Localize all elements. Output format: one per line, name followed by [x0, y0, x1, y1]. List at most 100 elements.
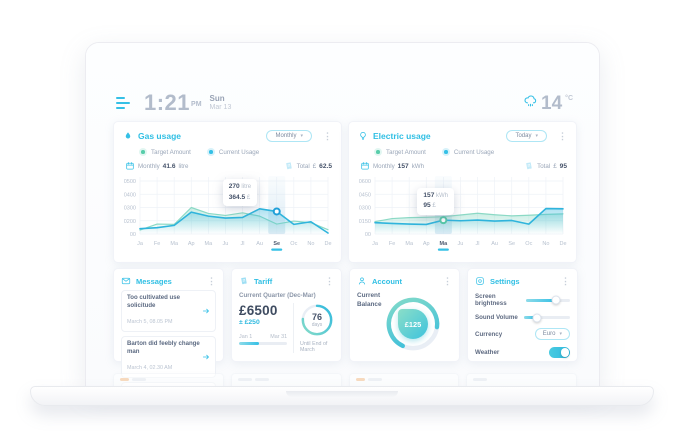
svg-text:Oc: Oc — [290, 241, 297, 247]
chevron-down-icon: ▾ — [535, 133, 538, 139]
range-end: Mar 31 — [270, 334, 288, 340]
svg-text:Oc: Oc — [525, 241, 532, 247]
svg-text:0200: 0200 — [124, 219, 136, 225]
svg-text:Au: Au — [491, 241, 498, 247]
clock-meridiem: PM — [191, 100, 202, 108]
brightness-label: Screen brightness — [475, 293, 507, 307]
days-remaining-ring: 76 days — [300, 303, 334, 337]
electric-period-dropdown[interactable]: Today ▾ — [506, 130, 547, 142]
kebab-menu-icon[interactable]: ⋮ — [207, 275, 216, 286]
tariff-variance: ± £250 — [239, 319, 260, 326]
date-label: Mar 13 — [209, 103, 232, 111]
electric-usage-card: Electric usage Today ▾ ⋮ Target Amount Cu… — [348, 121, 577, 263]
usage-value: 157 — [397, 162, 409, 170]
envelope-icon — [121, 276, 131, 286]
tariff-card: Tariff ⋮ Current Quarter (Dec-Mar) £6500… — [231, 268, 342, 362]
svg-text:0600: 0600 — [359, 179, 371, 185]
range-start: Jan 1 — [239, 334, 253, 340]
volume-slider[interactable] — [524, 313, 570, 322]
message-item[interactable]: Too cultivated use solicitude March 5, 08… — [121, 290, 216, 332]
chart-tooltip: 157 kWh 95 £ — [417, 188, 455, 215]
volume-label: Sound Volume — [475, 314, 518, 321]
svg-text:Ma: Ma — [170, 241, 179, 247]
cutoff-card-stub — [113, 373, 224, 387]
svg-text:Ja: Ja — [137, 241, 144, 247]
svg-text:De: De — [324, 241, 331, 247]
legend-current[interactable]: Current Usage — [441, 148, 494, 156]
weather-toggle[interactable] — [549, 347, 570, 358]
day-label: Sun — [209, 94, 225, 104]
laptop-screen: 1:21 PM Sun Mar 13 14 °C — [85, 42, 600, 388]
svg-text:0400: 0400 — [124, 192, 136, 198]
legend-target[interactable]: Target Amount — [374, 148, 426, 156]
rain-cloud-icon — [523, 94, 538, 109]
chart-legend: Target Amount Current Usage — [374, 148, 567, 156]
svg-text:Ma: Ma — [205, 241, 214, 247]
dashboard: 1:21 PM Sun Mar 13 14 °C — [86, 43, 599, 387]
receipt-icon — [524, 161, 534, 171]
chart-legend: Target Amount Current Usage — [139, 148, 332, 156]
cutoff-card-stub — [348, 373, 460, 387]
slider-knob[interactable] — [532, 313, 542, 322]
radio-dot-icon — [441, 148, 450, 156]
arrow-right-icon[interactable] — [202, 353, 210, 361]
temperature-unit: °C — [565, 94, 573, 102]
divider — [293, 303, 294, 353]
kebab-menu-icon[interactable]: ⋮ — [325, 275, 334, 286]
kebab-menu-icon[interactable]: ⋮ — [323, 130, 332, 141]
temperature-value: 14 — [541, 92, 563, 114]
droplet-icon — [123, 131, 133, 141]
gas-period-dropdown[interactable]: Monthly ▾ — [266, 130, 312, 142]
slider-knob[interactable] — [551, 295, 561, 305]
svg-text:Ma: Ma — [405, 241, 414, 247]
cutoff-card-stub — [466, 373, 577, 387]
kebab-menu-icon[interactable]: ⋮ — [443, 275, 452, 286]
svg-text:0500: 0500 — [124, 179, 136, 185]
svg-text:00: 00 — [130, 232, 136, 238]
balance-value: £125 — [404, 319, 422, 329]
currency-dropdown[interactable]: Euro ▾ — [534, 328, 570, 340]
kebab-menu-icon[interactable]: ⋮ — [561, 275, 570, 286]
svg-text:De: De — [559, 241, 566, 247]
card-title: Tariff — [254, 276, 273, 286]
brightness-slider[interactable] — [526, 295, 570, 305]
weather-widget: 14 °C — [523, 94, 573, 113]
message-item[interactable]: Barton did feebly change man March 4, 02.… — [121, 335, 216, 378]
legend-current[interactable]: Current Usage — [206, 148, 259, 156]
cutoff-row — [113, 373, 577, 387]
chevron-down-icon: ▾ — [300, 133, 303, 139]
card-title: Messages — [136, 276, 172, 286]
svg-text:Se: Se — [273, 241, 280, 247]
svg-text:Ju: Ju — [223, 241, 229, 247]
gas-usage-chart: 00 0200 0300 0400 0500 Ja Fe Ma Ap Ma Ju Jl Au Se Oc No… — [123, 174, 332, 258]
svg-text:0450: 0450 — [359, 192, 371, 198]
svg-text:Se: Se — [508, 241, 515, 247]
laptop-notch — [286, 391, 398, 397]
balance-label: Current Balance — [357, 292, 382, 308]
receipt-icon — [239, 276, 249, 286]
tariff-subtitle: Current Quarter (Dec-Mar) — [239, 292, 316, 299]
chart-tooltip: 270 litre 364.5 £ — [222, 179, 258, 207]
clock-time: 1:21 — [144, 90, 191, 115]
svg-text:0300: 0300 — [359, 206, 371, 212]
svg-text:Au: Au — [256, 241, 263, 247]
calendar-icon — [125, 161, 135, 171]
settings-card: Settings ⋮ Screen brightness Sound Volum… — [467, 268, 578, 362]
hamburger-menu-icon[interactable] — [116, 97, 130, 109]
cutoff-card-stub — [230, 373, 342, 387]
card-title: Account — [372, 276, 402, 286]
svg-text:Ju: Ju — [458, 241, 464, 247]
legend-target[interactable]: Target Amount — [139, 148, 191, 156]
svg-text:No: No — [542, 241, 549, 247]
tariff-amount: £6500 — [239, 303, 278, 318]
messages-card: Messages ⋮ Too cultivated use solicitude… — [113, 268, 224, 387]
person-icon — [357, 276, 367, 286]
gear-icon — [475, 276, 485, 286]
arrow-right-icon[interactable] — [202, 307, 210, 315]
kebab-menu-icon[interactable]: ⋮ — [558, 130, 567, 141]
usage-summary-row: Monthly 41.6 litre Total £ 62.5 — [125, 161, 332, 171]
svg-text:0150: 0150 — [359, 219, 371, 225]
weather-label: Weather — [475, 348, 500, 356]
svg-text:Jl: Jl — [476, 241, 480, 247]
